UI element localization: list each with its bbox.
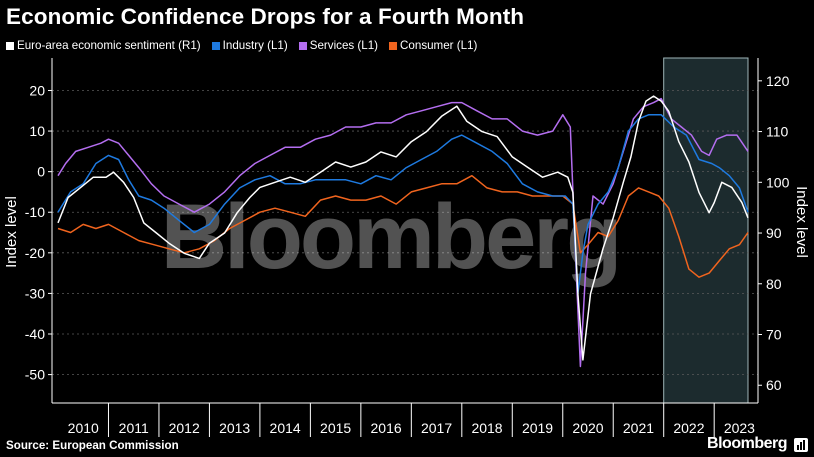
legend-item-industry: Industry (L1): [211, 39, 288, 52]
legend-label-services: Services (L1): [309, 39, 379, 52]
x-tick-label: 2019: [522, 420, 553, 436]
x-tick-label: 2011: [119, 420, 149, 436]
series-line-industry: [57, 114, 749, 295]
right-tick-label: 110: [766, 124, 789, 140]
series-lines: [57, 95, 749, 368]
right-axis-ticks: 120 110 100 90 80 70 60: [758, 73, 790, 393]
legend-item-services: Services (L1): [298, 39, 379, 52]
legend-swatch-consumer: [389, 41, 398, 50]
x-tick-label: 2022: [673, 420, 704, 436]
legend-item-consumer: Consumer (L1): [389, 39, 477, 52]
legend-swatch-sentiment: [6, 41, 14, 50]
series-line-euroarea: [57, 95, 749, 361]
left-tick-label: 0: [37, 164, 45, 180]
chart-title: Economic Confidence Drops for a Fourth M…: [6, 4, 525, 29]
left-tick-label: -40: [25, 326, 45, 342]
bloomberg-logo: Bloomberg: [707, 435, 787, 452]
x-tick-label: 2020: [572, 420, 603, 436]
legend-swatch-industry: [211, 41, 220, 50]
right-tick-label: 100: [766, 174, 790, 190]
left-tick-label: -10: [25, 204, 45, 220]
x-tick-label: 2018: [471, 420, 502, 436]
left-tick-label: -30: [25, 285, 45, 301]
legend-swatch-services: [298, 41, 307, 50]
x-tick-label: 2017: [421, 420, 452, 436]
left-tick-label: 20: [29, 82, 45, 98]
source-note: Source: European Commission: [6, 439, 179, 452]
left-axis-label: Index level: [3, 196, 20, 268]
x-tick-label: 2023: [724, 420, 755, 436]
right-tick-label: 120: [766, 73, 790, 89]
legend-item-sentiment: Euro-area economic sentiment (R1): [6, 39, 201, 52]
right-tick-label: 60: [766, 377, 782, 393]
legend-label-industry: Industry (L1): [222, 39, 288, 52]
x-tick-label: 2015: [320, 420, 351, 436]
legend-label-consumer: Consumer (L1): [400, 39, 478, 52]
legend: Euro-area economic sentiment (R1) Indust…: [6, 39, 477, 52]
highlight-region: [663, 57, 749, 404]
x-axis-ticks: 2010 2011 2012 2013 2014 2015 2016 2017 2018 2019…: [68, 403, 755, 437]
x-tick-label: 2012: [169, 420, 200, 436]
left-tick-label: -20: [25, 245, 45, 261]
watermark: Bloomberg: [161, 186, 620, 288]
x-tick-label: 2016: [371, 420, 402, 436]
x-tick-label: 2014: [270, 420, 301, 436]
left-axis-ticks: 20 10 0 -10 -20 -30 -40 -50: [25, 82, 52, 383]
left-tick-label: 10: [29, 123, 45, 139]
series-line-services: [57, 97, 749, 368]
x-tick-label: 2021: [623, 420, 654, 436]
right-tick-label: 70: [766, 327, 782, 343]
x-tick-label: 2013: [219, 420, 250, 436]
right-tick-label: 80: [766, 276, 782, 292]
left-tick-label: -50: [25, 367, 45, 383]
x-tick-label: 2010: [68, 420, 99, 436]
bloomberg-chart-icon: [794, 438, 808, 452]
right-tick-label: 90: [766, 225, 782, 241]
legend-label-sentiment: Euro-area economic sentiment (R1): [17, 39, 201, 52]
right-axis-label: Index level: [793, 186, 810, 258]
